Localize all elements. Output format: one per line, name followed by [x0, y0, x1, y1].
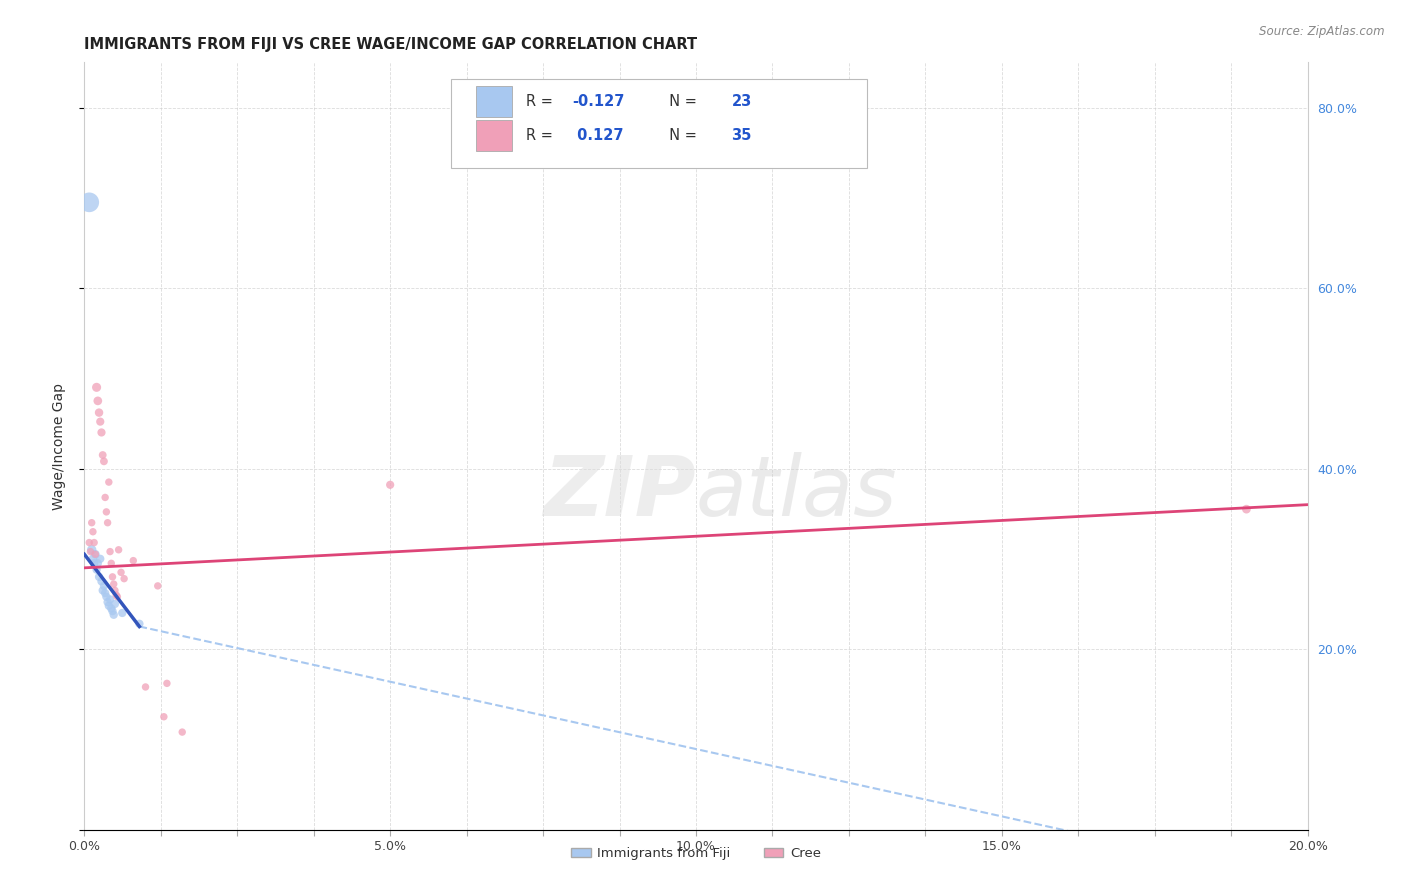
Text: N =: N = — [661, 94, 702, 109]
Point — [107, 542, 129, 557]
Text: Source: ZipAtlas.com: Source: ZipAtlas.com — [1260, 25, 1385, 38]
Point — [98, 592, 121, 607]
Point — [146, 579, 169, 593]
Point — [97, 599, 120, 613]
Point — [83, 535, 105, 549]
Point — [82, 551, 104, 566]
Point — [98, 544, 121, 558]
Point — [97, 516, 120, 530]
Point — [96, 505, 118, 519]
Point — [128, 616, 150, 631]
Point — [111, 606, 134, 620]
Point — [84, 547, 107, 561]
Point — [101, 570, 124, 584]
Text: atlas: atlas — [696, 451, 897, 533]
Point — [110, 566, 132, 580]
Point — [105, 590, 128, 604]
Point — [93, 579, 115, 593]
Text: 23: 23 — [731, 94, 752, 109]
Point — [86, 380, 108, 394]
Point — [103, 607, 125, 622]
Point — [172, 725, 194, 739]
Text: 35: 35 — [731, 128, 752, 143]
Point — [380, 478, 402, 492]
Text: N =: N = — [661, 128, 702, 143]
Text: ZIP: ZIP — [543, 451, 696, 533]
Point — [87, 557, 110, 571]
Text: R =: R = — [526, 94, 557, 109]
Point — [87, 570, 110, 584]
FancyBboxPatch shape — [475, 87, 513, 117]
Point — [101, 604, 124, 618]
Point — [100, 601, 122, 615]
Point — [77, 195, 100, 210]
Point — [82, 524, 104, 539]
Point — [112, 572, 135, 586]
Point — [83, 557, 105, 571]
Point — [93, 454, 115, 468]
FancyBboxPatch shape — [451, 79, 868, 168]
Point — [89, 551, 111, 566]
Point — [135, 680, 157, 694]
Point — [105, 588, 128, 602]
Y-axis label: Wage/Income Gap: Wage/Income Gap — [52, 383, 66, 509]
Point — [84, 547, 107, 561]
Point — [1236, 502, 1258, 516]
Point — [122, 553, 145, 567]
Point — [104, 583, 127, 598]
Point — [97, 475, 120, 489]
Text: 0.127: 0.127 — [572, 128, 624, 143]
Text: R =: R = — [526, 128, 557, 143]
Text: -0.127: -0.127 — [572, 94, 624, 109]
Point — [153, 710, 176, 724]
Point — [91, 583, 114, 598]
Point — [80, 516, 103, 530]
Point — [94, 491, 117, 505]
Point — [89, 415, 111, 429]
Legend: Immigrants from Fiji, Cree: Immigrants from Fiji, Cree — [565, 841, 827, 865]
Point — [156, 676, 179, 690]
Point — [79, 544, 101, 558]
FancyBboxPatch shape — [475, 120, 513, 151]
Point — [91, 448, 114, 462]
Point — [87, 393, 110, 408]
Point — [96, 590, 118, 604]
Point — [94, 586, 117, 600]
Point — [87, 406, 110, 420]
Point — [80, 542, 103, 557]
Point — [97, 595, 120, 609]
Point — [104, 597, 127, 611]
Point — [90, 425, 112, 440]
Point — [100, 557, 122, 571]
Point — [86, 563, 108, 577]
Point — [90, 574, 112, 589]
Point — [77, 535, 100, 549]
Point — [103, 577, 125, 591]
Text: IMMIGRANTS FROM FIJI VS CREE WAGE/INCOME GAP CORRELATION CHART: IMMIGRANTS FROM FIJI VS CREE WAGE/INCOME… — [84, 37, 697, 52]
